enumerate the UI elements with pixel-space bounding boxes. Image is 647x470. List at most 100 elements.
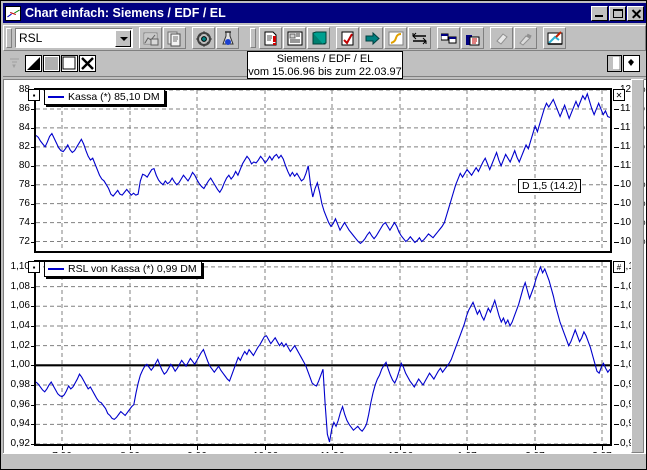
toolbar-grip[interactable]: [6, 28, 12, 48]
axis-tick-label-right: 0,94: [620, 418, 640, 430]
price-annotation[interactable]: D 1,5 (14.2): [518, 179, 582, 193]
axis-tick: [614, 306, 619, 308]
axis-tick: [614, 345, 619, 347]
axis-tick-label: 0,98: [10, 378, 30, 390]
checklist-icon[interactable]: [336, 27, 359, 49]
axis-tick-label-right: 0,96: [620, 398, 640, 410]
page-alert-icon[interactable]: [259, 27, 282, 49]
axis-tick: [31, 108, 35, 110]
axis-tick-label-right: 0,98: [620, 378, 640, 390]
text-document-icon[interactable]: [283, 27, 306, 49]
axis-tick-label-right: 1,00: [620, 359, 640, 371]
rsl-legend[interactable]: RSL von Kassa (*) 0,99 DM: [44, 261, 202, 277]
axis-tick-label-right: 1,10: [620, 260, 640, 272]
price-plot-svg: [36, 90, 610, 251]
x-axis-tick: [62, 446, 63, 450]
windows-tile-icon[interactable]: [437, 27, 460, 49]
axis-tick-label-right: 0,92: [620, 438, 640, 449]
axis-tick-label: 1,04: [10, 319, 30, 331]
x-axis-tick: [602, 446, 603, 450]
axis-tick: [31, 203, 35, 205]
x-axis-tick: [332, 446, 333, 450]
x-axis-tick: [400, 446, 401, 450]
rsl-legend-swatch: [48, 268, 64, 270]
indicator-select[interactable]: RSL: [15, 28, 133, 48]
axis-tick: [31, 384, 35, 386]
axis-tick: [614, 424, 619, 426]
axis-tick-label: 1,00: [10, 359, 30, 371]
resize-arrows-icon[interactable]: [408, 27, 431, 49]
axis-tick: [31, 127, 35, 129]
axis-tick-label: 1,06: [10, 300, 30, 312]
axis-tick: [614, 222, 619, 224]
axis-tick-label-right: 1,04: [620, 319, 640, 331]
main-toolbar: RSL: [3, 25, 646, 51]
axis-tick: [614, 325, 619, 327]
price-left-axis-button[interactable]: ▪: [28, 89, 40, 101]
brush-icon[interactable]: [514, 27, 537, 49]
price-legend-label: Kassa (*) 85,10 DM: [68, 91, 160, 103]
close-button[interactable]: [627, 5, 644, 21]
price-annotation-label: D 1,5 (14.2): [522, 180, 578, 192]
axis-tick: [31, 222, 35, 224]
book-icon[interactable]: [307, 27, 330, 49]
axis-tick: [614, 404, 619, 406]
halftone-icon[interactable]: [25, 55, 42, 72]
price-right-axis-button[interactable]: ✕: [613, 89, 625, 101]
x-axis-tick: [467, 446, 468, 450]
info-line-2: vom 15.06.96 bis zum 22.03.97: [248, 66, 402, 78]
dot-marker-icon[interactable]: [623, 55, 640, 72]
axis-tick: [31, 286, 35, 288]
price-legend-swatch: [48, 96, 64, 98]
export-document-icon[interactable]: [461, 27, 484, 49]
copy-chart-icon[interactable]: [163, 27, 186, 49]
rsl-left-axis-button[interactable]: ▪: [28, 261, 40, 273]
eraser-icon[interactable]: [490, 27, 513, 49]
pencil-line-icon[interactable]: [384, 27, 407, 49]
status-bar: [3, 453, 646, 469]
x-axis-tick: [197, 446, 198, 450]
axis-tick: [614, 146, 619, 148]
axis-tick-label: 88: [18, 84, 30, 95]
x-axis-tick: [130, 446, 131, 450]
axis-tick: [614, 203, 619, 205]
axis-tick: [31, 345, 35, 347]
settings-gear-icon[interactable]: [192, 27, 215, 49]
axis-tick-label: 80: [18, 159, 30, 171]
axis-tick-label: 0,94: [10, 418, 30, 430]
minimize-button[interactable]: [591, 5, 608, 21]
maximize-button[interactable]: [609, 5, 626, 21]
rsl-right-axis-button[interactable]: #: [613, 261, 625, 273]
chevron-down-icon[interactable]: [115, 29, 131, 47]
toolbar-grip-2[interactable]: [250, 28, 256, 48]
axis-tick: [31, 424, 35, 426]
open-chart-icon[interactable]: [139, 27, 162, 49]
axis-tick-label: 82: [18, 140, 30, 152]
close-x-icon[interactable]: [79, 55, 96, 72]
axis-tick: [614, 365, 619, 367]
indicator-flask-icon[interactable]: [216, 27, 239, 49]
axis-tick-label: 74: [18, 216, 30, 228]
price-legend[interactable]: Kassa (*) 85,10 DM: [44, 89, 165, 105]
axis-tick: [31, 325, 35, 327]
axis-tick-label: 1,08: [10, 280, 30, 292]
collapse-icon[interactable]: [7, 55, 24, 72]
indicator-select-value: RSL: [19, 31, 43, 45]
axis-tick-label: 86: [18, 102, 30, 114]
axis-tick: [614, 165, 619, 167]
chart-canvas: ▪ ✕ Kassa (*) 85,10 DM D 1,5 (14.2) 88 86…: [3, 79, 646, 469]
draw-tool-icon[interactable]: [543, 27, 566, 49]
arrow-right-icon[interactable]: [360, 27, 383, 49]
axis-tick: [31, 365, 35, 367]
axis-tick-label-right: 1,06: [620, 300, 640, 312]
axis-tick: [614, 127, 619, 129]
axis-tick: [31, 404, 35, 406]
empty-box-icon[interactable]: [61, 55, 78, 72]
solid-gray-icon[interactable]: [43, 55, 60, 72]
vertical-scroll-stub[interactable]: [631, 79, 644, 453]
chart-icon: [5, 5, 21, 21]
axis-tick: [614, 184, 619, 186]
split-pane-icon[interactable]: [607, 55, 622, 72]
axis-tick-label: 1,10: [10, 260, 30, 272]
